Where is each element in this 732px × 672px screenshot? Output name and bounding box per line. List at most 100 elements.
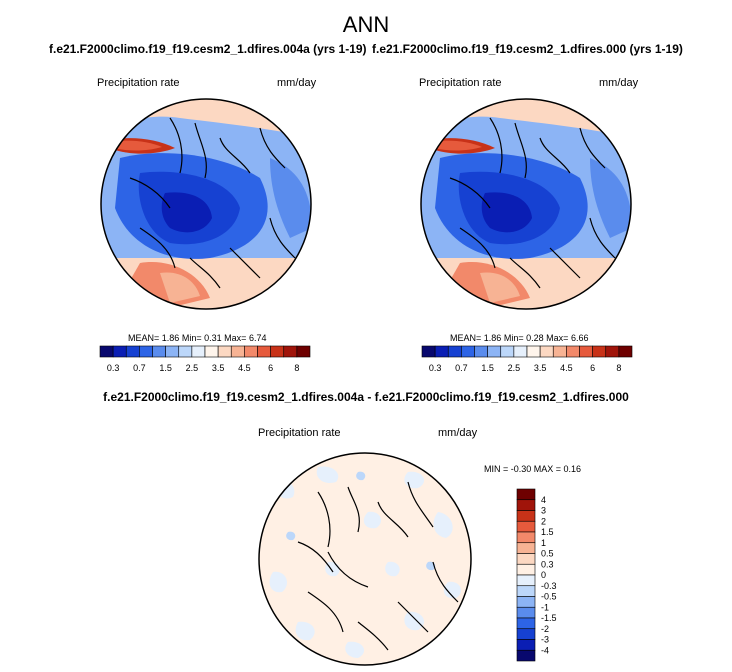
panel2-colorbar-swatch	[605, 345, 620, 358]
diff-colorbar-tick-label: 1.5	[541, 527, 554, 537]
figure-title: ANN	[342, 12, 390, 37]
panel1-colorbar-swatch	[112, 345, 127, 358]
panel2-mean-value: 1.86	[483, 333, 502, 343]
diff-colorbar-swatch	[516, 617, 536, 630]
panel1-max-value: 6.74	[248, 333, 267, 343]
panel1-min-value: 0.31	[204, 333, 222, 343]
panel2-atlantic-inner-region	[480, 272, 520, 303]
panel1-stats: MEAN= 1.86 Min= 0.31 Max= 6.74	[128, 333, 266, 343]
panel2-arctic-driest-region	[481, 192, 532, 233]
panel2-max-label: Max=	[546, 333, 569, 343]
diff-colorbar-swatch	[516, 649, 536, 662]
panel2-colorbar-swatch	[552, 345, 567, 358]
diff-stats: MIN = -0.30 MAX = 0.16	[484, 464, 582, 474]
panel1-colorbar-tick-label: 4.5	[238, 363, 251, 373]
panel1-colorbar-swatch	[217, 345, 232, 358]
panel2-colorbar-swatch	[500, 345, 515, 358]
diff-colorbar-tick-label: 3	[541, 506, 546, 516]
panel1-colorbar-swatch	[296, 345, 311, 358]
panel1-colorbar-swatch	[283, 345, 298, 358]
panel2-colorbar-swatch	[579, 345, 593, 358]
panel2-colorbar-swatch	[447, 345, 462, 358]
panel1-atlantic-region	[101, 258, 311, 309]
panel2-case-title: f.e21.F2000climo.f19_f19.cesm2_1.dfires.…	[372, 42, 683, 56]
panel1-colorbar-tick-label: 0.3	[107, 363, 120, 373]
diff-colorbar-swatch	[516, 574, 536, 587]
diff-colorbar-swatch	[516, 520, 536, 533]
diff-colorbar-swatch	[516, 499, 536, 511]
panel1-colorbar-swatch	[270, 345, 285, 358]
panel1-variable-label: Precipitation rate	[97, 77, 180, 89]
diff-colorbar-swatch	[516, 542, 536, 554]
diff-map-border	[258, 452, 472, 666]
diff-units-label: mm/day	[438, 427, 478, 439]
panel2-pacific-inner-region	[430, 140, 482, 151]
panel1-units-label: mm/day	[277, 77, 317, 89]
diff-colorbar-swatch	[516, 488, 536, 501]
panel2-eurasia-region	[590, 158, 631, 238]
panel1-colorbar-swatch	[125, 345, 140, 358]
diff-colorbar-tick-label: -1.5	[541, 613, 557, 623]
diff-background-field	[259, 453, 471, 665]
panel2-colorbar-tick-label: 0.7	[455, 363, 468, 373]
panel2-colorbar-tick-label: 6	[590, 363, 595, 373]
panel2-polar-map	[420, 98, 632, 310]
panel1-pacific-inner-region	[110, 140, 162, 151]
panel1-mean-label: MEAN=	[128, 333, 160, 343]
panel1-min-label: Min=	[181, 333, 202, 343]
diff-colorbar-tick-label: 1	[541, 538, 546, 548]
panel1-arctic-driest-region	[161, 192, 212, 233]
panel2-variable-label: Precipitation rate	[419, 77, 502, 89]
panel1-polar-map	[100, 98, 312, 310]
diff-colorbar-tick-label: -4	[541, 645, 549, 655]
diff-colorbar-tick-label: -3	[541, 635, 549, 645]
panel2-colorbar-swatch	[487, 345, 502, 358]
diff-coastlines	[297, 481, 459, 651]
diff-colorbar-swatch	[516, 553, 536, 565]
panel1-colorbar-swatch	[99, 345, 114, 358]
panel1-case-title: f.e21.F2000climo.f19_f19.cesm2_1.dfires.…	[49, 42, 367, 56]
panel1-max-label: Max=	[224, 333, 247, 343]
panel1-colorbar-swatch	[244, 345, 258, 358]
panel2-map-border	[420, 98, 632, 310]
diff-colorbar-swatch	[516, 531, 536, 544]
panel2-colorbar-tick-label: 4.5	[560, 363, 573, 373]
panel2-colorbar-tick-label: 2.5	[508, 363, 521, 373]
panel1-colorbar-tick-label: 0.7	[133, 363, 146, 373]
panel2-colorbar: 0.3 0.7 1.5 2.5 3.5 4.5 6 8	[421, 345, 633, 373]
panel2-colorbar-swatch	[618, 345, 633, 358]
panel2-colorbar-swatch	[434, 345, 449, 358]
panel1-colorbar-swatch	[139, 345, 153, 358]
panel2-colorbar-swatch	[526, 345, 541, 358]
panel1-colorbar-swatch	[178, 345, 193, 358]
panel2-mean-label: MEAN=	[450, 333, 482, 343]
diff-colorbar-tick-label: 2	[541, 516, 546, 526]
panel2-colorbar-swatch	[474, 345, 488, 358]
panel2-colorbar-swatch	[566, 345, 580, 358]
panel1-colorbar-tick-label: 1.5	[159, 363, 172, 373]
panel1-colorbar-swatch	[165, 345, 180, 358]
panel2-colorbar-swatch	[539, 345, 554, 358]
panel1-colorbar: 0.3 0.7 1.5 2.5 3.5 4.5 6 8	[99, 345, 311, 373]
panel2-coastlines	[449, 117, 616, 289]
panel2-colorbar-tick-label: 3.5	[534, 363, 547, 373]
panel2-colorbar-tick-label: 8	[616, 363, 621, 373]
panel2-min-value: 0.28	[526, 333, 544, 343]
panel1-colorbar-tick-label: 8	[294, 363, 299, 373]
panel2-units-label: mm/day	[599, 77, 639, 89]
panel2-atlantic-region	[421, 258, 631, 309]
panel1-colorbar-tick-label: 6	[268, 363, 273, 373]
diff-colorbar-swatch	[516, 639, 536, 651]
diff-variable-label: Precipitation rate	[258, 427, 341, 439]
diff-colorbar-tick-label: 0.5	[541, 549, 554, 559]
panel1-atlantic-inner-region	[160, 272, 200, 303]
panel1-colorbar-tick-label: 3.5	[212, 363, 225, 373]
panel1-colorbar-swatch	[152, 345, 166, 358]
diff-colorbar-tick-label: 0.3	[541, 559, 554, 569]
panel1-colorbar-swatch	[204, 345, 219, 358]
panel1-colorbar-swatch	[257, 345, 271, 358]
panel2-colorbar-swatch	[421, 345, 436, 358]
panel2-colorbar-tick-label: 1.5	[481, 363, 494, 373]
panel1-map-border	[100, 98, 312, 310]
